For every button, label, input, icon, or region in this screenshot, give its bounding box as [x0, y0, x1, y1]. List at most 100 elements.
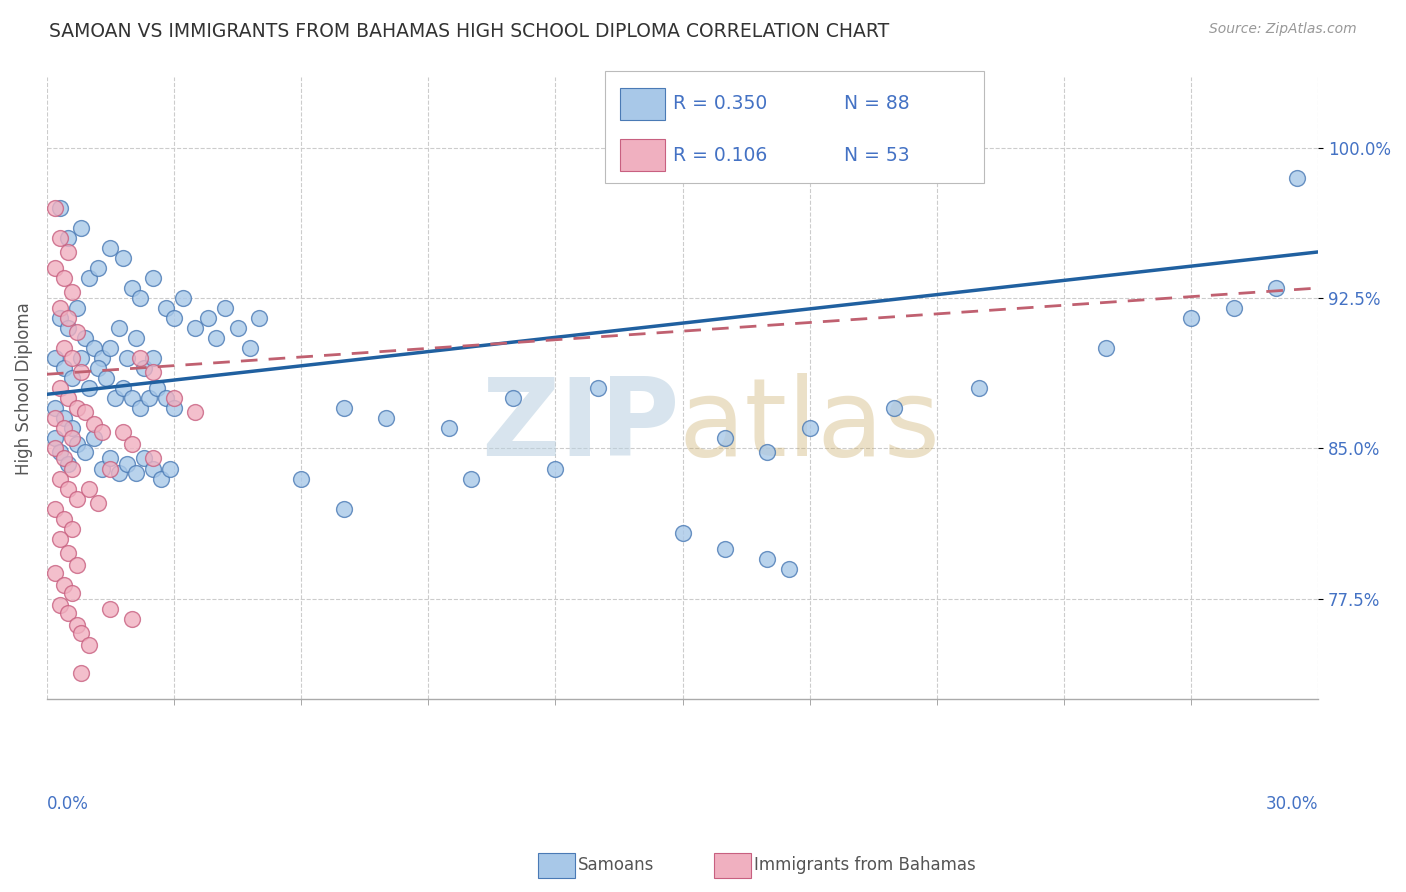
Point — [56, 321, 79, 335]
Point — [1095, 341, 1118, 355]
Point — [117, 458, 139, 472]
Point — [69, 220, 91, 235]
Point — [77, 482, 100, 496]
Point — [134, 451, 156, 466]
Point — [100, 341, 122, 355]
Point — [374, 411, 396, 425]
Point — [163, 392, 186, 406]
Point — [239, 341, 262, 355]
Point — [112, 425, 135, 440]
Point — [100, 602, 122, 616]
Point — [52, 511, 75, 525]
Point — [150, 471, 173, 485]
Point — [56, 546, 79, 560]
Point — [65, 558, 87, 572]
Text: 30.0%: 30.0% — [1265, 796, 1319, 814]
Text: atlas: atlas — [679, 373, 941, 479]
Point — [226, 321, 249, 335]
Point — [142, 365, 165, 379]
Point — [48, 311, 70, 326]
Text: SAMOAN VS IMMIGRANTS FROM BAHAMAS HIGH SCHOOL DIPLOMA CORRELATION CHART: SAMOAN VS IMMIGRANTS FROM BAHAMAS HIGH S… — [49, 22, 890, 41]
Point — [60, 432, 83, 446]
Point — [56, 392, 79, 406]
Point — [60, 586, 83, 600]
Point — [48, 231, 70, 245]
Point — [155, 392, 177, 406]
Point — [121, 612, 143, 626]
Point — [48, 201, 70, 215]
Point — [290, 471, 312, 485]
Point — [52, 451, 75, 466]
Point — [100, 451, 122, 466]
Point — [163, 311, 186, 326]
Point — [799, 421, 821, 435]
Point — [159, 461, 181, 475]
Point — [87, 495, 110, 509]
Point — [87, 361, 110, 376]
Point — [69, 351, 91, 366]
Point — [142, 271, 165, 285]
Point — [83, 341, 105, 355]
Point — [73, 445, 96, 459]
Point — [77, 271, 100, 285]
Point — [48, 532, 70, 546]
Point — [56, 231, 79, 245]
Point — [56, 606, 79, 620]
Point — [77, 638, 100, 652]
Point — [83, 432, 105, 446]
Point — [1264, 281, 1286, 295]
Point — [56, 311, 79, 326]
Point — [117, 351, 139, 366]
Text: Source: ZipAtlas.com: Source: ZipAtlas.com — [1209, 22, 1357, 37]
Point — [91, 351, 114, 366]
Point — [44, 401, 66, 416]
Point — [69, 666, 91, 681]
Point — [91, 461, 114, 475]
Point — [332, 401, 354, 416]
Point — [60, 371, 83, 385]
Point — [129, 291, 152, 305]
Point — [138, 392, 160, 406]
Point — [142, 461, 165, 475]
Point — [214, 301, 236, 315]
Point — [56, 482, 79, 496]
Point — [65, 401, 87, 416]
Point — [184, 321, 207, 335]
Point — [52, 361, 75, 376]
Point — [96, 371, 118, 385]
Point — [48, 381, 70, 395]
Point — [52, 421, 75, 435]
Text: R = 0.106: R = 0.106 — [673, 145, 768, 165]
Point — [883, 401, 905, 416]
Point — [48, 301, 70, 315]
Point — [121, 437, 143, 451]
Point — [52, 578, 75, 592]
Point — [108, 466, 131, 480]
Point — [44, 351, 66, 366]
Point — [65, 301, 87, 315]
Y-axis label: High School Diploma: High School Diploma — [15, 301, 32, 475]
Point — [65, 325, 87, 339]
Point — [87, 260, 110, 275]
Point — [60, 351, 83, 366]
Point — [83, 417, 105, 432]
Point — [73, 405, 96, 419]
Point — [184, 405, 207, 419]
Point — [44, 260, 66, 275]
Point — [60, 285, 83, 299]
Point — [586, 381, 609, 395]
Point — [756, 551, 779, 566]
Point — [52, 341, 75, 355]
Point — [65, 618, 87, 632]
Point — [1286, 170, 1309, 185]
Point — [65, 437, 87, 451]
Point — [205, 331, 228, 345]
Text: ZIP: ZIP — [482, 373, 681, 479]
Point — [60, 461, 83, 475]
Point — [52, 271, 75, 285]
Point — [48, 445, 70, 459]
Point — [60, 522, 83, 536]
Point — [778, 562, 800, 576]
Point — [121, 281, 143, 295]
Point — [44, 432, 66, 446]
